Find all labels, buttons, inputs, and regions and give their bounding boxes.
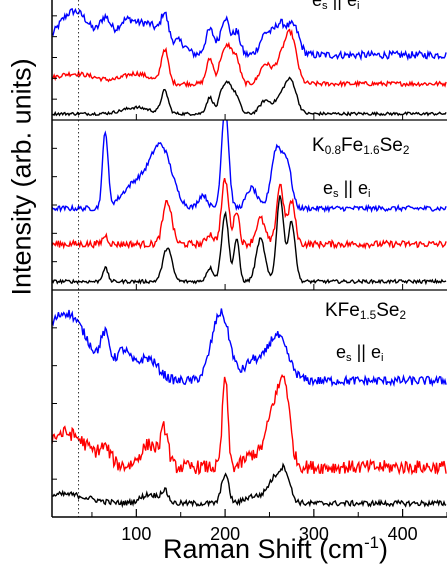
panel-mid-pol-s: s: [333, 187, 339, 200]
panel-2-series-1: [52, 373, 447, 476]
panel-mid-Se-sub: 2: [402, 143, 410, 157]
panel-top-pol-i: i: [356, 0, 360, 12]
x-tick-label: 200: [210, 524, 240, 544]
panel-2-series-2: [52, 462, 447, 509]
panel-mid-pol-i: i: [367, 187, 371, 200]
panel-bot-pol-s: s: [346, 351, 352, 364]
panel-bottom-compound: KFe1.5Se2: [325, 300, 406, 322]
panel-0-series-2: [52, 76, 447, 117]
panel-mid-Se: Se: [379, 135, 403, 156]
panel-middle-polarization: es || ei: [323, 178, 370, 200]
x-tick-label: 300: [299, 524, 329, 544]
panel-top-pol-s: s: [322, 0, 328, 12]
panel-2-plot: [52, 308, 447, 509]
panel-mid-Fe-sub: 1.6: [363, 143, 380, 157]
panel-1-plot: [52, 120, 447, 286]
x-tick-label: 400: [388, 524, 418, 544]
panel-middle-compound: K0.8Fe1.6Se2: [312, 135, 409, 157]
panels-group: [52, 7, 447, 509]
panel-mid-K: K: [312, 135, 325, 156]
panel-0-series-1: [52, 28, 447, 89]
panel-mid-pol-e: e: [323, 178, 334, 198]
panel-mid-pol-mid: || e: [338, 178, 368, 198]
panel-top-pol-e: e: [312, 0, 323, 10]
x-axis-label: Raman Shift (cm-1): [163, 533, 388, 565]
panel-0-series-0: [52, 7, 447, 62]
panel-bot-pol-i: i: [380, 351, 384, 364]
panel-top-label-polarization: es || ei: [312, 0, 359, 12]
panel-bot-KFe: KFe: [325, 300, 360, 321]
x-axis-label-text: Raman Shift (cm: [163, 534, 365, 565]
panel-bottom-polarization: es || ei: [336, 342, 383, 364]
x-tick-label: 100: [121, 524, 151, 544]
panel-mid-Fe: Fe: [341, 135, 364, 156]
panel-1-series-0: [52, 120, 447, 214]
panel-0-plot: [52, 7, 447, 117]
panel-2-series-0: [52, 308, 447, 388]
y-axis-label: Intensity (arb. units): [6, 58, 37, 296]
panel-bot-pol-e: e: [336, 342, 347, 362]
axes-group: 100 200 300 400: [51, 0, 447, 544]
panel-1-series-1: [52, 178, 447, 250]
panel-1-series-2: [52, 195, 447, 286]
panel-bot-Se-sub: 2: [399, 308, 407, 322]
panel-bot-Se: Se: [376, 300, 400, 321]
panel-top-pol-mid: || e: [327, 0, 357, 10]
panel-mid-K-sub: 0.8: [324, 143, 342, 157]
x-axis-label-close: ): [378, 534, 388, 565]
panel-bot-pol-mid: || e: [351, 342, 381, 362]
panel-bot-Fe-sub: 1.5: [359, 308, 377, 322]
x-axis-label-unit: -1: [364, 533, 379, 552]
